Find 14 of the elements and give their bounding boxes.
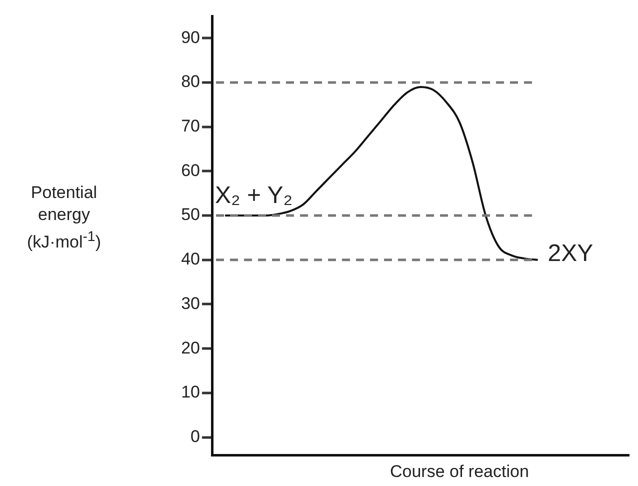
y-tick-label: 60 [181, 160, 200, 180]
y-tick-label: 80 [181, 72, 200, 92]
y-axis-title: Potential energy (kJ·mol$^{-1}$) [26, 182, 102, 254]
y-tick-label: 90 [181, 28, 200, 47]
y-tick-label: 50 [181, 205, 200, 224]
y-tick-label: 40 [181, 250, 200, 269]
y-tick-label: 70 [181, 116, 200, 136]
y-tick-label: 30 [181, 294, 200, 313]
annotation: X₂ + Y₂ [215, 182, 293, 210]
y-tick-label: 10 [181, 382, 200, 402]
y-tick-label: 20 [181, 338, 200, 358]
x-axis-title: Course of reaction [390, 462, 529, 482]
annotation: 2XY [548, 240, 594, 268]
y-tick-label: 0 [190, 426, 200, 446]
